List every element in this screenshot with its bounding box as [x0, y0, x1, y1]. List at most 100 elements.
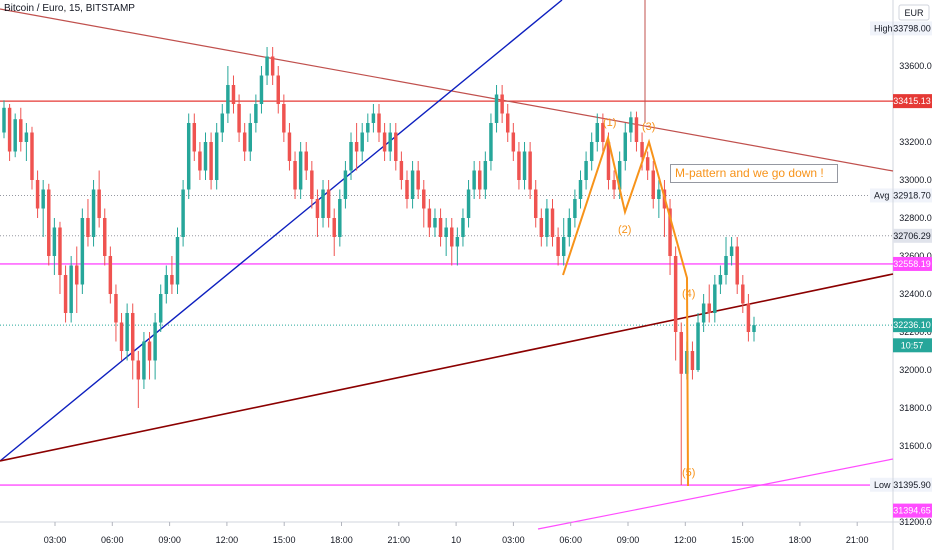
time-tick-label: 12:00	[674, 535, 697, 545]
price-badge	[870, 477, 932, 492]
elliott-wave-overlay[interactable]: (1) (2) (3) (4) (5)	[562, 117, 695, 487]
candle-body	[293, 161, 297, 190]
candle-body	[175, 237, 180, 285]
candle-body	[517, 151, 521, 180]
candle-body	[103, 218, 107, 256]
time-tick-label: 06:00	[101, 535, 124, 545]
candle-body	[142, 341, 146, 380]
candle-body	[343, 170, 348, 199]
candle-body	[461, 218, 465, 237]
candle-body	[259, 75, 264, 104]
descending-trend-line[interactable]	[0, 8, 894, 172]
price-tick-label: 31600.00	[899, 441, 932, 451]
candle-body	[13, 119, 17, 152]
candle-body	[399, 161, 404, 180]
price-badge	[893, 256, 932, 271]
price-tick-label: 32800.00	[899, 213, 932, 223]
candle-body	[696, 322, 700, 370]
time-tick-label: 15:00	[273, 535, 296, 545]
price-badge-value: 32558.19	[893, 259, 931, 269]
candle-body	[528, 151, 532, 190]
time-axis[interactable]: 03:00 06:00 09:00 12:00 15:00 18:00 21:00 10 03:…	[44, 522, 869, 545]
candle-body	[500, 94, 504, 114]
candle-body	[444, 227, 448, 237]
candle-body	[578, 180, 583, 199]
candle-body	[673, 256, 678, 332]
candle-body	[657, 189, 661, 199]
candle-body	[349, 142, 353, 171]
price-badge-value: 32706.29	[893, 231, 931, 241]
candle-body	[338, 199, 342, 237]
candle-body	[561, 237, 566, 256]
time-tick-label: 03:00	[44, 535, 67, 545]
trend-lines[interactable]	[0, 0, 894, 530]
candle-body	[388, 132, 392, 152]
candle-body	[332, 218, 336, 237]
candle-body	[668, 208, 672, 256]
candle-body	[248, 123, 253, 152]
candle-body	[718, 275, 723, 285]
candle-body	[136, 360, 141, 380]
price-badge-label: Avg	[874, 190, 889, 200]
candle-body	[360, 132, 364, 152]
candle-body	[108, 256, 113, 294]
candle-body	[533, 189, 538, 218]
m-pattern-wave-path[interactable]	[562, 134, 689, 487]
time-tick-label: 03:00	[502, 535, 525, 545]
candle-body	[265, 56, 269, 76]
candle-body	[203, 142, 208, 171]
price-badge-value: 31394.65	[893, 506, 931, 516]
candle-body	[752, 325, 756, 332]
candle-body	[170, 275, 174, 285]
lower-magenta-trend-line[interactable]	[537, 458, 894, 530]
candle-body	[321, 189, 325, 218]
candle-body	[617, 161, 622, 190]
price-badge	[870, 188, 932, 203]
candle-body	[494, 94, 499, 123]
candle-body	[214, 132, 219, 180]
candle-body	[366, 123, 370, 133]
time-tick-label: 09:00	[617, 535, 640, 545]
candle-body	[573, 199, 577, 218]
time-tick-label: 10	[451, 535, 461, 545]
price-badge	[893, 338, 932, 353]
candle-body	[713, 284, 717, 313]
wave-label-4: (4)	[682, 288, 695, 300]
horizontal-levels	[0, 100, 893, 486]
candle-body	[52, 227, 57, 256]
annotation-box[interactable]: M-pattern and we go down !	[670, 164, 838, 183]
ascending-trend-line-blue[interactable]	[0, 0, 563, 462]
price-tick-label: 32600.00	[899, 251, 932, 261]
candle-body	[483, 161, 488, 190]
price-badge	[893, 228, 932, 243]
currency-label[interactable]: EUR	[904, 8, 924, 18]
price-tick-label: 33200.00	[899, 137, 932, 147]
candle-body	[410, 170, 415, 199]
candle-body	[729, 246, 734, 256]
candle-body	[416, 170, 420, 190]
price-badge	[870, 21, 932, 36]
candle-body	[276, 75, 280, 104]
candle-body	[354, 142, 359, 152]
candle-body	[679, 332, 683, 374]
candle-body	[707, 303, 711, 313]
symbol-title[interactable]: Bitcoin / Euro, 15, BITSTAMP	[4, 3, 135, 14]
candle-body	[298, 151, 303, 190]
candle-body	[701, 303, 706, 323]
candle-body	[640, 142, 644, 158]
time-tick-label: 15:00	[731, 535, 754, 545]
price-tick-label: 32000.00	[899, 365, 932, 375]
candle-body	[634, 117, 639, 142]
candle-body	[24, 132, 29, 142]
ascending-trend-line-darkred[interactable]	[0, 273, 894, 462]
candle-body	[75, 265, 79, 285]
candle-body	[601, 123, 605, 142]
candle-body	[472, 170, 476, 190]
candle-body	[287, 132, 292, 161]
price-tick-label: 33000.00	[899, 175, 932, 185]
candle-body	[450, 227, 454, 247]
currency-selector[interactable]: EUR	[898, 4, 930, 21]
wave-label-5: (5)	[682, 467, 695, 479]
candle-body	[97, 189, 101, 218]
